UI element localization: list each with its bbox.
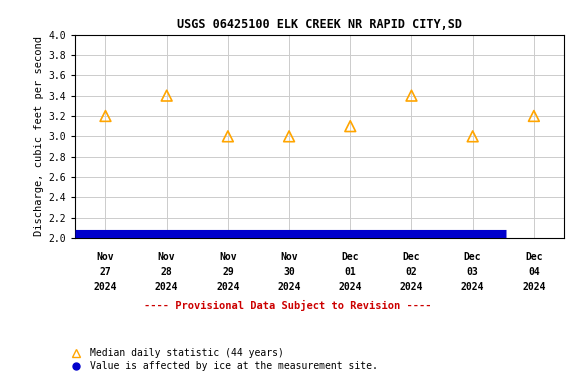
Point <box>223 133 233 139</box>
Text: Dec: Dec <box>342 252 359 262</box>
Point <box>162 93 171 99</box>
Point <box>407 93 416 99</box>
Text: 01: 01 <box>344 267 356 277</box>
Text: 04: 04 <box>528 267 540 277</box>
Text: 2024: 2024 <box>400 282 423 292</box>
Text: Nov: Nov <box>158 252 176 262</box>
Text: 29: 29 <box>222 267 234 277</box>
Title: USGS 06425100 ELK CREEK NR RAPID CITY,SD: USGS 06425100 ELK CREEK NR RAPID CITY,SD <box>177 18 462 31</box>
Text: 2024: 2024 <box>461 282 484 292</box>
Point <box>346 123 355 129</box>
Text: Dec: Dec <box>464 252 482 262</box>
Text: 2024: 2024 <box>277 282 301 292</box>
Point <box>468 133 478 139</box>
Text: 02: 02 <box>406 267 418 277</box>
Text: Nov: Nov <box>97 252 114 262</box>
Text: 2024: 2024 <box>339 282 362 292</box>
Point <box>529 113 539 119</box>
Text: 2024: 2024 <box>94 282 118 292</box>
Text: ---- Provisional Data Subject to Revision ----: ---- Provisional Data Subject to Revisio… <box>144 300 432 311</box>
Y-axis label: Discharge, cubic feet per second: Discharge, cubic feet per second <box>34 36 44 236</box>
Text: Nov: Nov <box>281 252 298 262</box>
Text: 2024: 2024 <box>522 282 545 292</box>
Text: Dec: Dec <box>525 252 543 262</box>
Point <box>285 133 294 139</box>
Text: 30: 30 <box>283 267 295 277</box>
Point <box>101 113 110 119</box>
Text: 2024: 2024 <box>155 282 179 292</box>
Legend: Median daily statistic (44 years), Value is affected by ice at the measurement s: Median daily statistic (44 years), Value… <box>62 344 381 375</box>
Text: Dec: Dec <box>403 252 420 262</box>
Text: Nov: Nov <box>219 252 237 262</box>
Text: 27: 27 <box>100 267 111 277</box>
Text: 28: 28 <box>161 267 173 277</box>
Text: 2024: 2024 <box>216 282 240 292</box>
Text: 03: 03 <box>467 267 479 277</box>
